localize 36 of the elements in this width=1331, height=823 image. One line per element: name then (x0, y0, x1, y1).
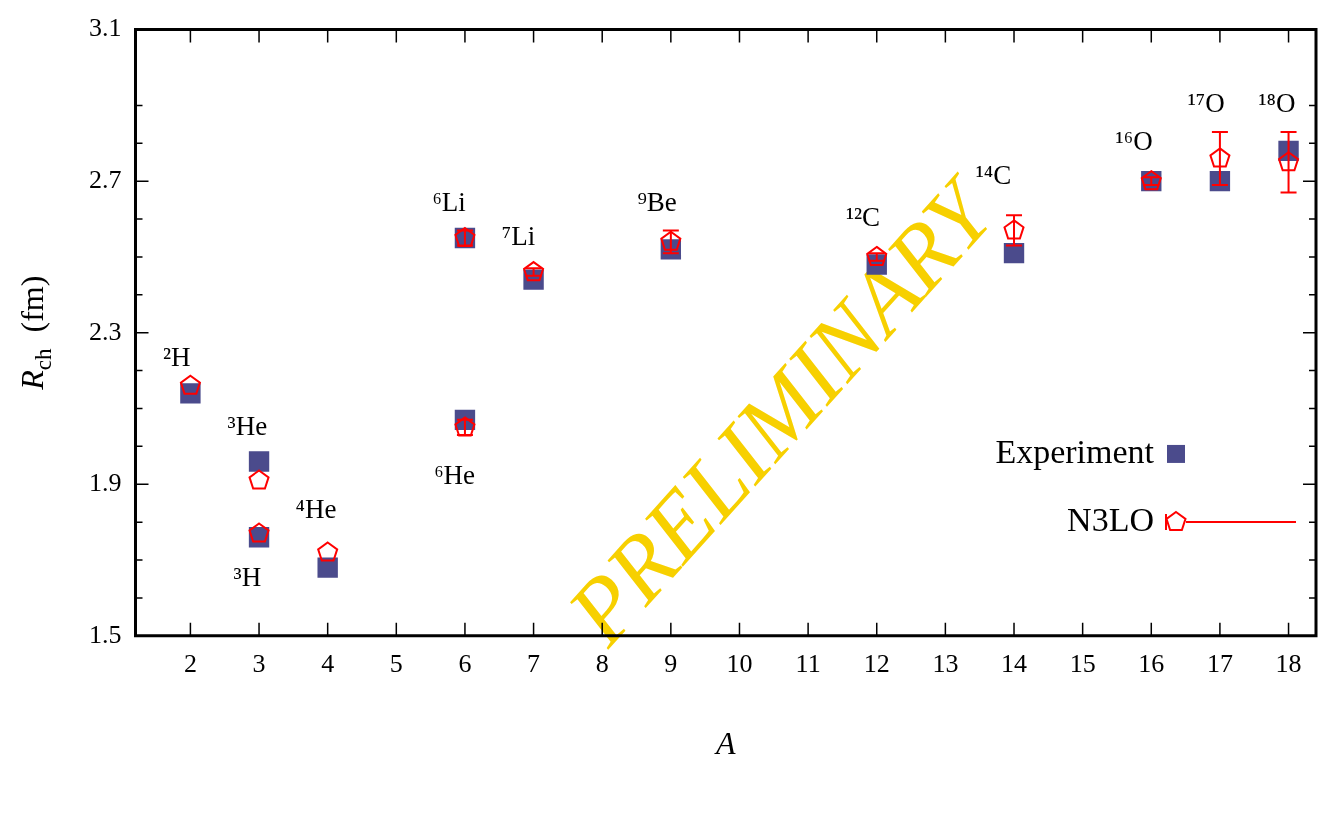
annotation: ¹⁸O (1258, 88, 1296, 119)
annotation: ³He (227, 410, 268, 441)
x-tick-label: 12 (863, 649, 890, 679)
annotation: ²H (162, 342, 191, 373)
annotation: ⁴He (295, 493, 337, 524)
legend-label: Experiment (995, 432, 1155, 470)
x-axis-title: A (713, 725, 736, 762)
x-tick-label: 8 (595, 649, 609, 679)
x-tick-label: 4 (321, 649, 335, 679)
legend-label: N3LO (1067, 500, 1154, 538)
y-tick-label: 2.7 (89, 164, 122, 194)
annotation: ⁷Li (501, 221, 536, 252)
x-tick-label: 5 (389, 649, 403, 679)
x-tick-label: 3 (252, 649, 266, 679)
annotation: ³H (233, 562, 262, 593)
x-tick-label: 18 (1275, 649, 1302, 679)
x-tick-label: 2 (183, 649, 197, 679)
x-tick-label: 11 (795, 649, 821, 679)
annotation: ¹⁶O (1115, 126, 1153, 157)
x-tick-label: 9 (664, 649, 678, 679)
x-tick-label: 14 (1001, 649, 1028, 679)
annotation: ⁶He (434, 459, 476, 490)
x-tick-label: 10 (726, 649, 753, 679)
x-tick-label: 7 (527, 649, 541, 679)
x-tick-label: 17 (1206, 649, 1233, 679)
y-tick-label: 2.3 (89, 316, 122, 346)
annotation: ⁶Li (432, 186, 466, 217)
y-axis-title: Rch (fm) (14, 275, 56, 391)
x-tick-label: 16 (1138, 649, 1165, 679)
y-tick-label: 1.9 (89, 468, 122, 498)
x-tick-label: 15 (1069, 649, 1096, 679)
x-tick-label: 13 (932, 649, 959, 679)
annotation: ¹⁷O (1187, 88, 1225, 119)
y-tick-label: 3.1 (89, 13, 122, 43)
y-tick-label: 1.5 (89, 619, 122, 649)
x-tick-label: 6 (458, 649, 472, 679)
